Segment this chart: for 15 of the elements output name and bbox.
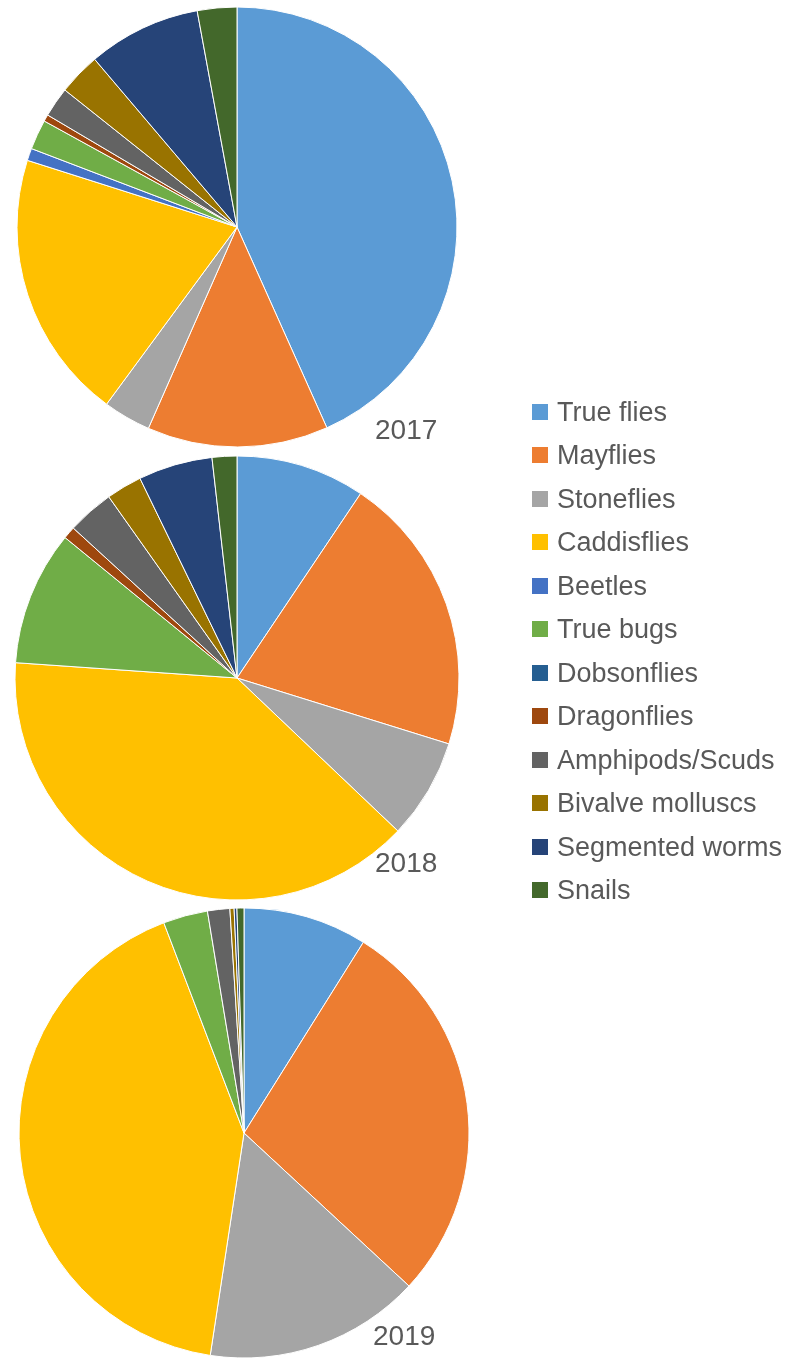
legend-label: Dobsonflies bbox=[557, 657, 699, 688]
legend-label: Mayflies bbox=[557, 440, 657, 471]
legend-label: Dragonflies bbox=[557, 701, 694, 732]
legend-label: Bivalve molluscs bbox=[557, 788, 757, 819]
legend-label: Stoneflies bbox=[557, 483, 676, 514]
slice-label: 2019 bbox=[373, 1320, 436, 1351]
slice-label: 2017 bbox=[375, 414, 438, 445]
legend-label: Snails bbox=[557, 875, 631, 906]
legend-label: True flies bbox=[557, 396, 668, 427]
legend-label: True bugs bbox=[557, 614, 678, 645]
slice-label: 2018 bbox=[375, 847, 438, 878]
legend-label: Caddisflies bbox=[557, 527, 690, 558]
legend-label: Amphipods/Scuds bbox=[557, 744, 775, 775]
legend-label: Beetles bbox=[557, 570, 648, 601]
legend-label: Segmented worms bbox=[557, 831, 783, 862]
